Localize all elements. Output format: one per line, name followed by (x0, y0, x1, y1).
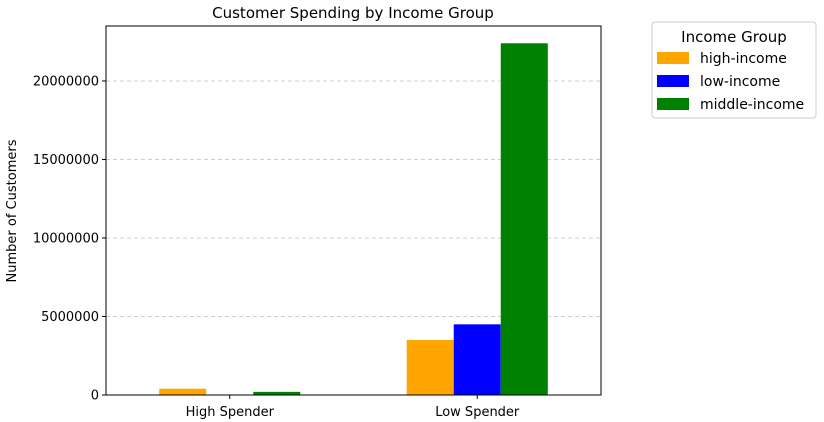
legend-label: low-income (700, 74, 780, 90)
y-tick-label: 0 (91, 389, 99, 404)
legend-label: middle-income (700, 97, 804, 113)
y-tick-label: 20000000 (33, 74, 99, 89)
x-tick-label: High Spender (186, 405, 275, 420)
legend-swatch-high-income (657, 52, 689, 64)
bar-high-income-0 (159, 388, 207, 395)
gridlines (106, 80, 601, 317)
y-tick-label: 5000000 (41, 310, 99, 325)
y-axis-ticks: 0 5000000 10000000 15000000 20000000 (33, 74, 106, 404)
bars (159, 43, 548, 395)
y-tick-label: 15000000 (33, 153, 99, 168)
legend-swatch-low-income (657, 75, 689, 87)
bar-middle-income-0 (253, 391, 301, 395)
bar-high-income-1 (406, 340, 454, 395)
x-axis-ticks: High Spender Low Spender (186, 395, 520, 420)
legend-swatch-middle-income (657, 98, 689, 110)
legend: Income Group high-income low-income middle… (651, 21, 817, 119)
plot-frame (105, 25, 602, 396)
bar-low-income-1 (453, 324, 501, 395)
bar-middle-income-1 (500, 43, 548, 395)
legend-title: Income Group (681, 28, 787, 46)
legend-frame (651, 21, 817, 119)
x-tick-label: Low Spender (435, 405, 520, 420)
legend-label: high-income (700, 51, 787, 67)
y-tick-label: 10000000 (33, 231, 99, 246)
chart-title: Customer Spending by Income Group (212, 4, 494, 22)
y-axis-label: Number of Customers (5, 139, 20, 282)
